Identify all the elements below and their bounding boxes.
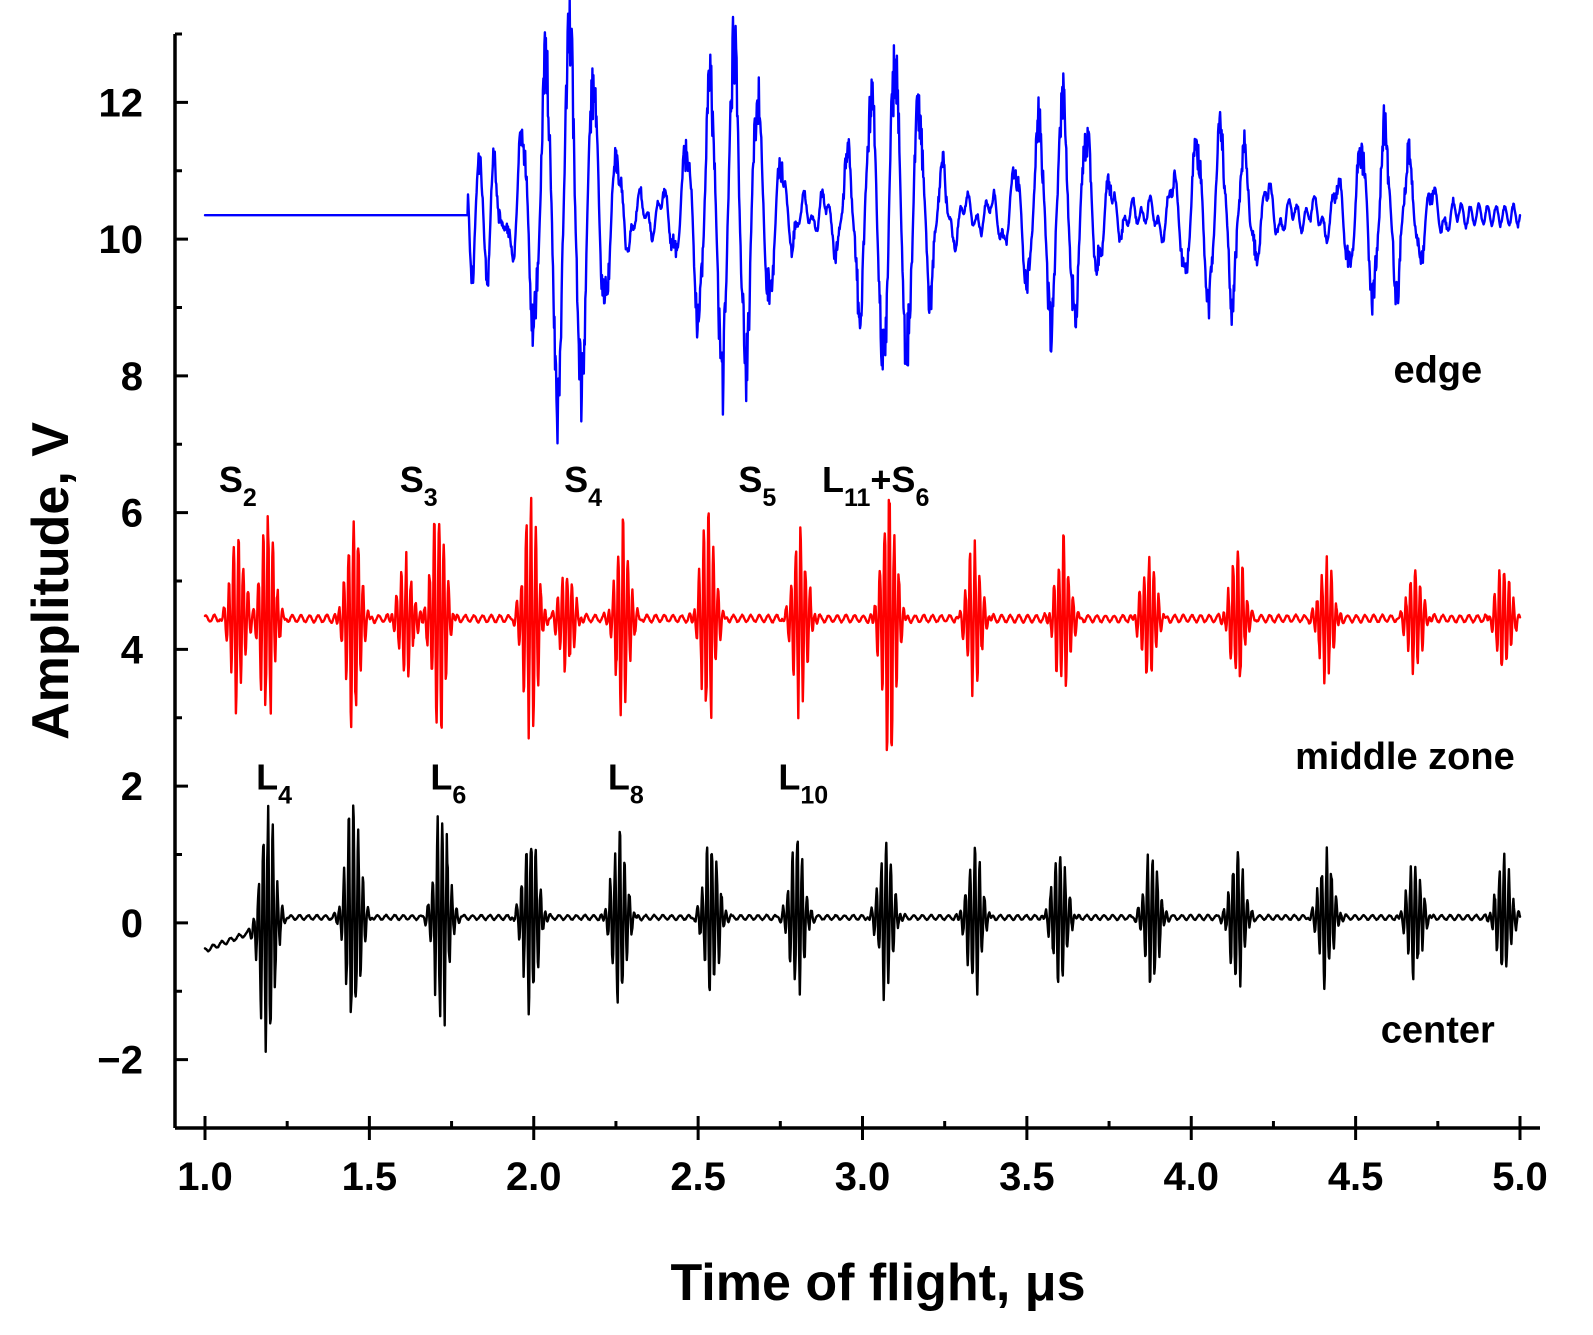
y-tick-label: 6 [121, 492, 143, 536]
peak-annotation: L4 [256, 757, 292, 810]
peak-annotation-sub: 3 [424, 484, 438, 512]
peak-annotation-main: L [430, 757, 452, 798]
peak-annotation-sub: 5 [762, 484, 776, 512]
x-tick-label: 1.0 [177, 1155, 233, 1199]
peak-annotation: L6 [430, 757, 466, 810]
series-layer [203, 0, 1522, 1054]
y-tick-label: −2 [97, 1039, 143, 1083]
peak-annotation-main: L [608, 757, 630, 798]
y-tick-label: 10 [99, 218, 144, 262]
peak-annotation-main: S [219, 459, 243, 500]
peak-annotation-sub: 4 [278, 782, 292, 810]
trace-label-layer: edge middle zone center [1295, 350, 1515, 1052]
y-ticks: −2 0 2 4 6 8 10 12 [97, 32, 188, 1130]
y-axis-title: Amplitude, V [22, 422, 80, 740]
trace-label: center [1381, 1010, 1495, 1052]
series-line-center [203, 804, 1522, 1054]
peak-annotation-sub: 10 [800, 782, 828, 810]
peak-annotation-main: S [738, 459, 762, 500]
peak-annotation-sub: 6 [452, 782, 466, 810]
y-tick-label: 8 [121, 355, 143, 399]
peak-annotation-main-2: +S [870, 459, 915, 500]
trace-label: middle zone [1295, 736, 1515, 778]
x-tick-label: 4.5 [1328, 1155, 1384, 1199]
peak-annotation: S5 [738, 459, 776, 512]
y-tick-label: 2 [121, 765, 143, 809]
y-tick-label: 12 [99, 81, 144, 125]
x-tick-label: 3.0 [835, 1155, 891, 1199]
peak-annotation-sub: 8 [630, 782, 644, 810]
x-tick-label: 3.5 [999, 1155, 1055, 1199]
x-tick-label: 4.0 [1163, 1155, 1219, 1199]
x-axis-title: Time of flight, μs [670, 1254, 1085, 1312]
peak-annotation-main: S [564, 459, 588, 500]
peak-annotation: L10 [778, 757, 828, 810]
y-tick-label: 0 [121, 902, 143, 946]
x-tick-label: 2.5 [670, 1155, 726, 1199]
peak-annotation: S2 [219, 459, 257, 512]
trace-label: edge [1393, 350, 1482, 392]
peak-annotation-main: S [400, 459, 424, 500]
peak-annotation: S4 [564, 459, 602, 512]
peak-annotation-main: L [822, 459, 844, 500]
peak-annotation-main: L [778, 757, 800, 798]
peak-annotation-sub-2: 6 [915, 484, 929, 512]
peak-annotation-sub: 11 [844, 484, 871, 512]
x-tick-label: 2.0 [506, 1155, 562, 1199]
peak-annotation-sub: 4 [588, 484, 602, 512]
peak-annotation: L11+S6 [822, 459, 929, 512]
y-tick-label: 4 [121, 628, 144, 672]
peak-annotation-main: L [256, 757, 278, 798]
peak-annotation: S3 [400, 459, 438, 512]
peak-annotation: L8 [608, 757, 644, 810]
peak-annotation-sub: 2 [243, 484, 257, 512]
x-tick-label: 5.0 [1492, 1155, 1548, 1199]
series-line-middle-zone [203, 496, 1522, 752]
series-line-edge [203, 0, 1522, 445]
x-tick-label: 1.5 [342, 1155, 398, 1199]
x-ticks: 1.0 1.5 2.0 2.5 3.0 3.5 4.0 4.5 5.0 [177, 1116, 1548, 1199]
